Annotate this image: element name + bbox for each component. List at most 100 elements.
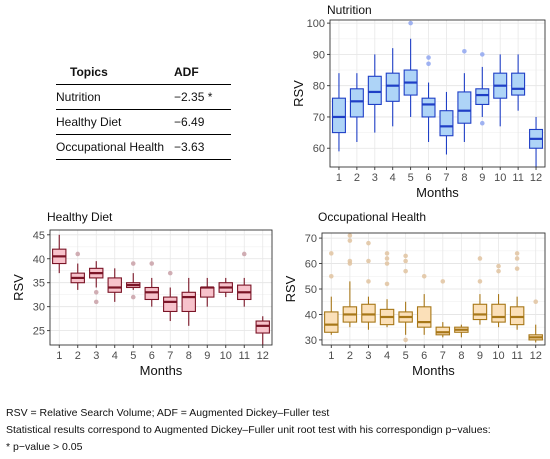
x-tick-label: 6 xyxy=(421,350,427,362)
outlier-point xyxy=(426,55,431,60)
outlier-point xyxy=(241,251,247,257)
box xyxy=(361,303,376,323)
x-tick-label: 2 xyxy=(347,350,353,362)
box xyxy=(144,286,159,301)
chart-title: Occupational Health xyxy=(318,210,426,224)
table-header-topics: Topics xyxy=(70,65,108,79)
box xyxy=(349,88,364,118)
x-tick-label: 5 xyxy=(130,350,136,362)
outlier-point xyxy=(479,52,485,57)
box xyxy=(367,75,382,105)
outlier-point xyxy=(496,263,501,269)
outlier-point xyxy=(496,268,501,274)
box xyxy=(331,97,346,134)
table-header-row: Topics ADF xyxy=(56,60,231,84)
box xyxy=(324,311,339,333)
box xyxy=(511,72,526,96)
x-tick-label: 7 xyxy=(443,172,449,184)
x-tick-label: 12 xyxy=(257,350,269,362)
outlier-point xyxy=(384,256,390,261)
outlier-point xyxy=(477,256,483,261)
x-tick-label: 5 xyxy=(403,350,409,362)
outlier-point xyxy=(347,233,353,238)
outlier-point xyxy=(403,268,408,274)
caption-statistics: Statistical results correspond to Augmen… xyxy=(6,424,491,436)
outlier-point xyxy=(479,120,485,126)
x-tick-label: 9 xyxy=(479,172,485,184)
box xyxy=(421,97,436,118)
box xyxy=(200,286,215,298)
outlier-point xyxy=(514,256,520,261)
y-tick-label: 60 xyxy=(313,143,325,155)
y-axis-label: RSV xyxy=(11,274,26,301)
box xyxy=(472,303,488,321)
x-tick-label: 4 xyxy=(112,350,118,362)
box xyxy=(416,306,432,328)
outlier-point xyxy=(130,261,136,266)
x-tick-label: 2 xyxy=(354,172,360,184)
table-row: Healthy Diet −6.49 xyxy=(56,110,231,134)
outlier-point xyxy=(533,299,539,305)
caption-significance: * p−value > 0.05 xyxy=(6,441,83,453)
x-tick-label: 1 xyxy=(56,350,62,362)
x-tick-label: 12 xyxy=(530,172,542,184)
x-tick-label: 10 xyxy=(220,350,232,362)
outlier-point xyxy=(328,251,334,256)
caption-abbreviations: RSV = Relative Search Volume; ADF = Augm… xyxy=(6,407,330,419)
plot-background xyxy=(50,230,272,345)
box xyxy=(457,91,472,124)
box xyxy=(385,72,400,102)
outlier-point xyxy=(403,253,408,259)
x-tick-label: 4 xyxy=(390,172,396,184)
y-tick-label: 45 xyxy=(33,230,45,242)
table-rule xyxy=(56,84,231,85)
y-tick-label: 80 xyxy=(313,81,325,93)
outlier-point xyxy=(93,299,99,305)
chart-title: Healthy Diet xyxy=(47,210,113,224)
chart-title: Nutrition xyxy=(327,3,372,17)
y-tick-label: 40 xyxy=(305,309,317,321)
y-tick-label: 30 xyxy=(305,335,317,347)
plot-border xyxy=(49,229,273,346)
outlier-point xyxy=(366,240,371,246)
y-tick-label: 100 xyxy=(307,18,325,30)
x-tick-label: 4 xyxy=(384,350,390,362)
x-tick-label: 8 xyxy=(461,172,467,184)
y-tick-label: 70 xyxy=(313,112,325,124)
table-row: Occupational Health −3.63 xyxy=(56,135,231,159)
outlier-point xyxy=(93,289,99,295)
y-tick-label: 40 xyxy=(33,254,45,266)
outlier-point xyxy=(403,258,408,264)
x-tick-label: 9 xyxy=(477,350,483,362)
table-rule xyxy=(56,134,231,135)
table-cell-adf: −6.49 xyxy=(174,115,205,129)
table-header-adf: ADF xyxy=(174,65,199,79)
y-tick-label: 90 xyxy=(313,49,325,61)
x-tick-label: 7 xyxy=(440,350,446,362)
table-rule xyxy=(56,109,231,110)
box xyxy=(255,320,270,334)
y-tick-label: 35 xyxy=(33,278,45,290)
table-cell-topic: Healthy Diet xyxy=(56,115,122,129)
outlier-point xyxy=(167,270,173,276)
x-tick-label: 10 xyxy=(492,350,504,362)
adf-table: Topics ADF Nutrition −2.35 * Healthy Die… xyxy=(56,60,231,160)
x-tick-label: 3 xyxy=(372,172,378,184)
x-tick-label: 11 xyxy=(512,172,523,184)
x-axis-label: Months xyxy=(412,363,455,378)
outlier-point xyxy=(384,251,390,256)
x-tick-label: 6 xyxy=(149,350,155,362)
outlier-point xyxy=(75,251,81,257)
outlier-point xyxy=(514,266,520,271)
x-tick-label: 8 xyxy=(186,350,192,362)
table-row: Nutrition −2.35 * xyxy=(56,85,231,109)
x-tick-label: 12 xyxy=(530,350,542,362)
table-rule xyxy=(56,159,231,160)
y-tick-label: 25 xyxy=(33,326,45,338)
x-tick-label: 5 xyxy=(408,172,414,184)
x-tick-label: 1 xyxy=(336,172,342,184)
